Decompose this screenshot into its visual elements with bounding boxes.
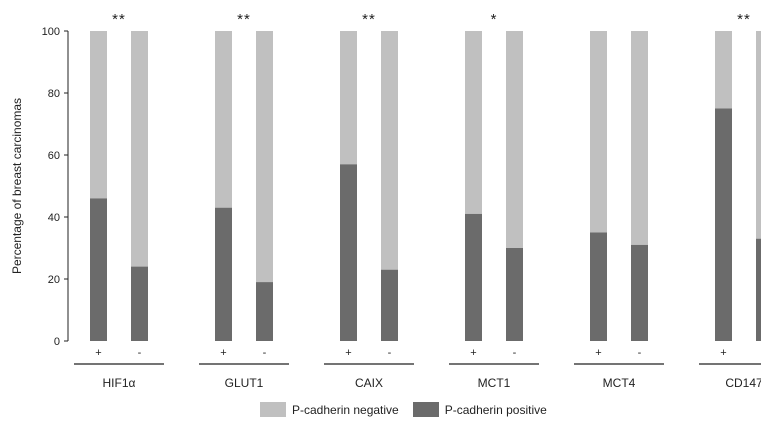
- group-label: MCT4: [603, 376, 636, 390]
- significance-marker: **: [362, 11, 376, 28]
- group-label: CAIX: [355, 376, 383, 390]
- bar-segment-negative: [256, 31, 273, 283]
- legend-item-negative: P-cadherin negative: [260, 402, 399, 417]
- bar-sign-label: +: [95, 347, 101, 359]
- bar-segment-positive: [590, 232, 607, 341]
- bar-segment-positive: [215, 207, 232, 341]
- significance-marker: **: [237, 11, 251, 28]
- bar-sign-label: +: [345, 347, 351, 359]
- bar-segment-negative: [715, 31, 732, 109]
- bar-segment-positive: [506, 248, 523, 341]
- bar-sign-label: +: [220, 347, 226, 359]
- bar-segment-positive: [465, 213, 482, 341]
- legend-swatch-positive: [412, 402, 439, 417]
- bar-segment-negative: [465, 31, 482, 214]
- legend-label-negative: P-cadherin negative: [292, 402, 399, 417]
- bar-sign-label: -: [388, 347, 392, 359]
- bar-segment-negative: [131, 31, 148, 267]
- group-label: GLUT1: [225, 376, 264, 390]
- bar-segment-positive: [131, 266, 148, 341]
- bars-layer: [90, 31, 761, 341]
- stacked-bar-chart: Percentage of breast carcinomas 0 20 40 60 8…: [10, 11, 761, 390]
- bar-segment-negative: [506, 31, 523, 248]
- bar-segment-positive: [756, 238, 761, 341]
- bar-segment-positive: [340, 164, 357, 341]
- bar-sign-label: -: [638, 347, 642, 359]
- bar-segment-negative: [90, 31, 107, 199]
- bar-sign-label: +: [595, 347, 601, 359]
- legend-item-positive: P-cadherin positive: [412, 402, 547, 417]
- group-label: MCT1: [478, 376, 511, 390]
- bar-segment-positive: [256, 282, 273, 341]
- bar-sign-label: -: [138, 347, 142, 359]
- significance-marker: **: [737, 11, 751, 28]
- bar-segment-negative: [215, 31, 232, 208]
- group-label: CD147: [725, 376, 761, 390]
- bar-segment-positive: [90, 198, 107, 341]
- legend-swatch-negative: [260, 402, 286, 417]
- y-tick-label: 0: [54, 336, 60, 348]
- bar-segment-negative: [756, 31, 761, 239]
- bar-segment-positive: [381, 269, 398, 341]
- bar-sign-label: -: [263, 347, 267, 359]
- bar-sign-label: +: [470, 347, 476, 359]
- y-tick-label: 100: [42, 26, 60, 38]
- bar-segment-negative: [381, 31, 398, 270]
- bar-segment-negative: [590, 31, 607, 233]
- bar-sign-label: -: [513, 347, 517, 359]
- y-tick-label: 60: [48, 150, 60, 162]
- bar-sign-label: +: [720, 347, 726, 359]
- bar-segment-negative: [340, 31, 357, 165]
- bar-segment-positive: [715, 108, 732, 341]
- y-axis: 0 20 40 60 80 100: [42, 26, 69, 348]
- bar-segment-positive: [631, 244, 648, 341]
- bar-segment-negative: [631, 31, 648, 245]
- y-tick-label: 80: [48, 88, 60, 100]
- significance-marker: *: [491, 11, 498, 28]
- group-label: HIF1α: [103, 376, 136, 390]
- y-tick-label: 20: [48, 274, 60, 286]
- y-tick-label: 40: [48, 212, 60, 224]
- legend: P-cadherin negative P-cadherin positive: [260, 402, 561, 417]
- significance-marker: **: [112, 11, 126, 28]
- y-axis-title: Percentage of breast carcinomas: [10, 98, 24, 274]
- x-axis-labels: + - HIF1α ** + - GLUT1 ** + - CAIX ** + - MCT1 * + - MCT4 +…: [74, 11, 761, 390]
- legend-label-positive: P-cadherin positive: [444, 402, 547, 417]
